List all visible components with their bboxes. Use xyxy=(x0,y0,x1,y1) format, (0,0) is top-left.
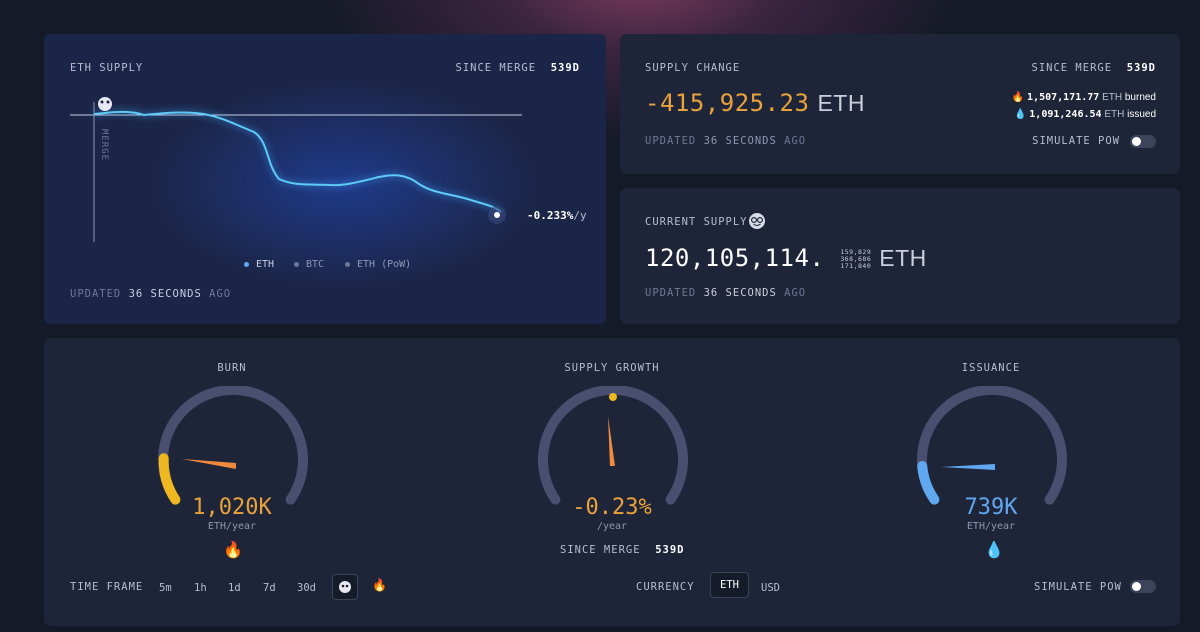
merge-emoji-eye-right xyxy=(106,100,110,104)
burn-title: BURN xyxy=(217,362,247,374)
legend-btc[interactable]: BTC xyxy=(294,259,324,270)
eth-supply-title: ETH SUPPLY xyxy=(70,62,144,74)
current-supply-value: 120,105,114. 159,829 368,686 171,840 ETH xyxy=(645,244,927,272)
since-merge-value: 539d xyxy=(550,62,580,74)
currency-label: CURRENCY xyxy=(636,581,695,593)
burned-row: 🔥 1,507,171.77 ETH burned xyxy=(1011,92,1156,103)
current-point-icon xyxy=(494,212,500,218)
currency-eth-button[interactable]: ETH xyxy=(710,572,749,598)
issued-row: 💧 1,091,246.54 ETH issued xyxy=(1014,109,1156,120)
supply-chart[interactable]: MERGE -0.233%/y xyxy=(44,34,606,324)
growth-title: SUPPLY GROWTH xyxy=(564,362,660,374)
eth-supply-line xyxy=(93,110,502,213)
timeframe-5m[interactable]: 5m xyxy=(159,582,172,594)
supply-updated: UPDATED 36 SECONDS AGO xyxy=(70,288,232,300)
burn-gauge xyxy=(158,386,308,505)
rate-value: -0.233%/y xyxy=(527,209,587,222)
timeframe-7d[interactable]: 7d xyxy=(263,582,276,594)
issuance-gauge xyxy=(917,386,1067,505)
growth-unit: /year xyxy=(596,521,628,532)
issuance-unit: ETH/year xyxy=(966,521,1016,532)
change-since-merge: SINCE MERGE 539d xyxy=(1031,62,1156,74)
timeframe-since-burn-icon[interactable]: 🔥 xyxy=(372,578,387,592)
burn-value: 1,020K xyxy=(192,495,272,520)
merge-emoji-icon xyxy=(98,97,112,111)
supply-change-title: SUPPLY CHANGE xyxy=(645,62,741,74)
timeframe-30d[interactable]: 30d xyxy=(297,582,316,594)
gauges-simulate-pow-label: SIMULATE PoW xyxy=(1034,581,1122,593)
growth-since-merge: SINCE MERGE 539d xyxy=(560,544,685,556)
gauges-card: BURN 1,020K ETH/year 🔥 SUPPLY GROWTH -0.… xyxy=(44,338,1180,626)
gauges-simulate-pow-toggle[interactable] xyxy=(1130,580,1156,593)
panda-icon xyxy=(339,581,351,593)
currency-usd-button[interactable]: USD xyxy=(761,582,780,594)
legend-eth-pow-dot xyxy=(345,261,350,267)
issuance-title: ISSUANCE xyxy=(961,362,1021,374)
issuance-needle xyxy=(941,464,995,470)
issuance-value: 739K xyxy=(964,495,1018,520)
eth-supply-card: ETH SUPPLY SINCE MERGE 539d MERGE -0.233… xyxy=(44,34,606,324)
simulate-pow-toggle[interactable] xyxy=(1130,135,1156,148)
current-updated: UPDATED 36 SECONDS AGO xyxy=(645,287,807,299)
growth-gauge-marker xyxy=(609,393,617,401)
droplet-icon: 💧 xyxy=(1014,109,1027,120)
growth-value: -0.23% xyxy=(572,495,652,520)
burn-fire-icon: 🔥 xyxy=(223,542,243,559)
burn-gauge-fill xyxy=(158,453,181,505)
nerd-face-icon xyxy=(749,213,765,229)
simulate-pow-label: SIMULATE PoW xyxy=(1032,135,1120,147)
issuance-droplet-icon: 💧 xyxy=(984,542,1004,559)
timeframe-since-merge-button[interactable] xyxy=(332,574,358,600)
legend-eth-pow[interactable]: ETH (PoW) xyxy=(345,259,411,270)
fire-icon: 🔥 xyxy=(1011,92,1025,103)
burn-issue-summary: 🔥 1,507,171.77 ETH burned 💧 1,091,246.54… xyxy=(1012,89,1156,123)
legend-eth[interactable]: ETH xyxy=(244,259,274,270)
supply-change-card: SUPPLY CHANGE SINCE MERGE 539d -415,925.… xyxy=(620,34,1180,174)
timeframe-1h[interactable]: 1h xyxy=(194,582,207,594)
issuance-gauge-fill xyxy=(917,461,940,505)
timeframe-1d[interactable]: 1d xyxy=(228,582,241,594)
change-updated: UPDATED 36 SECONDS AGO xyxy=(645,135,807,147)
since-merge-label: SINCE MERGE xyxy=(455,62,537,74)
current-supply-card: CURRENT SUPPLY 120,105,114. 159,829 368,… xyxy=(620,188,1180,324)
growth-needle xyxy=(608,416,615,466)
legend-eth-dot xyxy=(244,261,249,267)
supply-change-value: -415,925.23 ETH xyxy=(645,89,865,117)
merge-emoji-eye-left xyxy=(100,100,104,104)
merge-label: MERGE xyxy=(99,129,109,161)
growth-gauge xyxy=(538,386,688,505)
since-merge: SINCE MERGE 539d xyxy=(456,62,581,74)
legend-btc-dot xyxy=(294,261,299,267)
current-supply-title: CURRENT SUPPLY xyxy=(645,216,748,228)
burn-needle xyxy=(182,459,236,469)
burn-unit: ETH/year xyxy=(207,521,257,532)
timeframe-label: TIME FRAME xyxy=(70,581,144,593)
supply-decimals: 159,829 368,686 171,840 xyxy=(840,247,872,270)
